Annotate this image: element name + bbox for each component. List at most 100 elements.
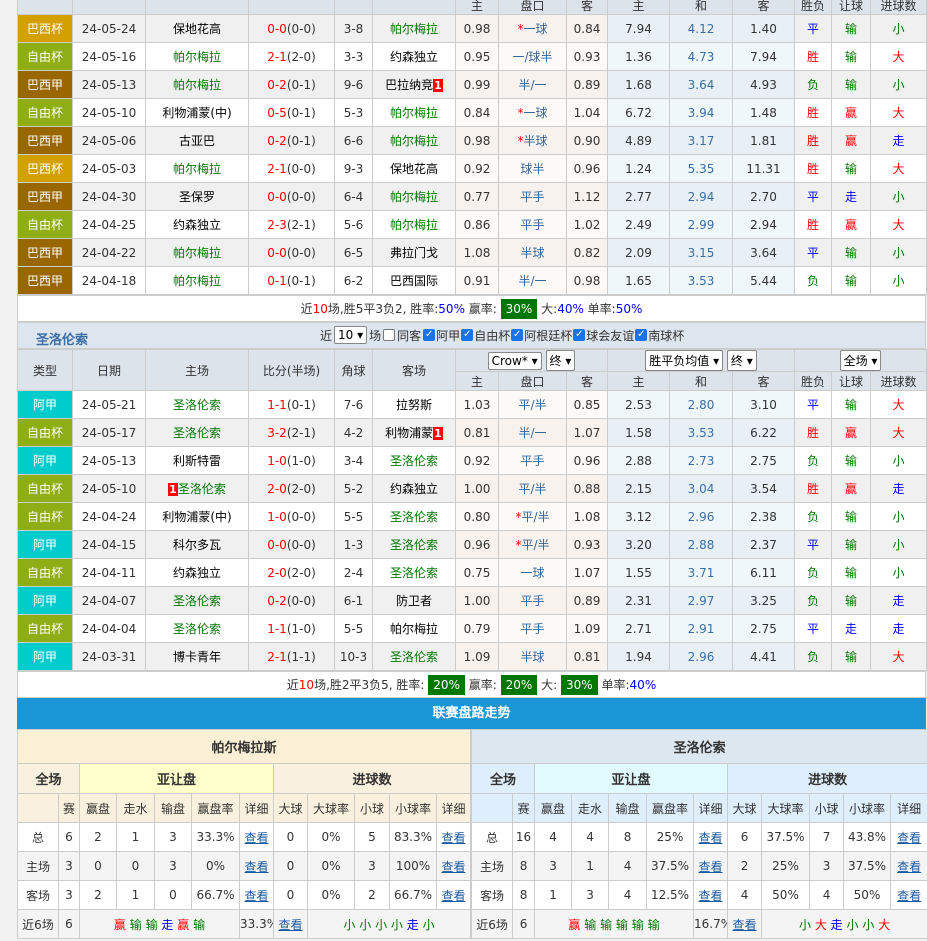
home-team-name[interactable]: 利斯特雷 [172,454,221,468]
league-checkbox[interactable]: ✓ [573,329,586,341]
home-team[interactable]: 帕尔梅拉 [145,238,249,267]
away-team[interactable]: 约森独立 [372,474,456,503]
away-team-name[interactable]: 圣洛伦索 [389,566,438,580]
away-team[interactable]: 帕尔梅拉 [372,126,456,155]
away-team[interactable]: 利物浦蒙1 [372,418,456,447]
home-team[interactable]: 帕尔梅拉 [145,266,249,295]
home-team[interactable]: 圣洛伦索 [145,586,249,615]
view-link[interactable]: 查看 [244,888,269,903]
home-team[interactable]: 圣洛伦索 [145,390,249,419]
league-checkbox[interactable]: ✓ [461,329,474,341]
away-team[interactable]: 帕尔梅拉 [372,614,456,643]
away-team[interactable]: 圣洛伦索 [372,446,456,475]
away-team[interactable]: 帕尔梅拉 [372,14,456,43]
home-team[interactable]: 利斯特雷 [145,446,249,475]
away-team-name[interactable]: 圣洛伦索 [389,454,438,468]
away-team-name[interactable]: 圣洛伦索 [389,538,438,552]
away-team[interactable]: 约森独立 [372,42,456,71]
away-team-name[interactable]: 帕尔梅拉 [389,134,438,148]
away-team[interactable]: 圣洛伦索 [372,502,456,531]
away-team-name[interactable]: 圣洛伦索 [389,650,438,664]
away-team-name[interactable]: 巴西国际 [389,274,438,288]
home-team[interactable]: 帕尔梅拉 [145,154,249,183]
view-link[interactable]: 查看 [441,830,466,845]
away-team[interactable]: 帕尔梅拉 [372,182,456,211]
home-team[interactable]: 博卡青年 [145,642,249,671]
home-team-name[interactable]: 利物浦蒙(中) [162,106,232,120]
view-link[interactable]: 查看 [244,859,269,874]
company-state-select[interactable]: 终 ▾ [545,350,576,371]
home-team[interactable]: 圣洛伦索 [145,418,249,447]
home-team-name[interactable]: 圣洛伦索 [177,482,226,496]
away-team-name[interactable]: 巴拉纳竞 [385,78,434,92]
view-link[interactable]: 查看 [897,888,922,903]
home-team[interactable]: 帕尔梅拉 [145,70,249,99]
home-team-name[interactable]: 博卡青年 [172,650,221,664]
home-team-name[interactable]: 圣洛伦索 [172,594,221,608]
home-team[interactable]: 圣洛伦索 [145,614,249,643]
period-select[interactable]: 全场 ▾ [839,350,882,371]
view-link[interactable]: 查看 [441,888,466,903]
away-team-name[interactable]: 约森独立 [389,50,438,64]
away-team-name[interactable]: 利物浦蒙 [385,426,434,440]
away-team[interactable]: 帕尔梅拉 [372,210,456,239]
home-team-name[interactable]: 利物浦蒙(中) [162,510,232,524]
away-team-name[interactable]: 帕尔梅拉 [389,106,438,120]
home-team[interactable]: 利物浦蒙(中) [145,98,249,127]
away-team[interactable]: 保地花高 [372,154,456,183]
company-select[interactable]: Crow* ▾ [487,352,542,370]
home-team[interactable]: 1圣洛伦索 [145,474,249,503]
home-team-name[interactable]: 圣洛伦索 [172,426,221,440]
away-team-name[interactable]: 帕尔梅拉 [389,190,438,204]
away-team[interactable]: 拉努斯 [372,390,456,419]
home-team[interactable]: 古亚巴 [145,126,249,155]
home-team-name[interactable]: 帕尔梅拉 [172,274,221,288]
away-team[interactable]: 弗拉门戈 [372,238,456,267]
away-team-name[interactable]: 防卫者 [395,594,432,608]
away-team-name[interactable]: 约森独立 [389,482,438,496]
home-team[interactable]: 约森独立 [145,210,249,239]
away-team[interactable]: 巴拉纳竞1 [372,70,456,99]
same-venue-checkbox[interactable] [383,329,396,341]
home-team-name[interactable]: 圣洛伦索 [172,622,221,636]
view-link[interactable]: 查看 [698,830,723,845]
home-team-name[interactable]: 圣保罗 [178,190,215,204]
view-link[interactable]: 查看 [897,830,922,845]
away-team-name[interactable]: 帕尔梅拉 [389,622,438,636]
odds-type-select[interactable]: 胜平负均值 ▾ [645,350,724,371]
away-team[interactable]: 圣洛伦索 [372,530,456,559]
match-count-select[interactable]: 10 ▾ [334,326,368,344]
home-team[interactable]: 圣保罗 [145,182,249,211]
home-team-name[interactable]: 圣洛伦索 [172,398,221,412]
league-checkbox[interactable]: ✓ [423,329,436,341]
home-team-name[interactable]: 约森独立 [172,566,221,580]
away-team-name[interactable]: 拉努斯 [395,398,432,412]
view-link[interactable]: 查看 [278,917,303,932]
view-link[interactable]: 查看 [698,859,723,874]
view-link[interactable]: 查看 [897,859,922,874]
home-team-name[interactable]: 保地花高 [172,22,221,36]
away-team[interactable]: 圣洛伦索 [372,642,456,671]
away-team[interactable]: 帕尔梅拉 [372,98,456,127]
odds-state-select[interactable]: 终 ▾ [726,350,757,371]
home-team[interactable]: 利物浦蒙(中) [145,502,249,531]
home-team-name[interactable]: 科尔多瓦 [172,538,221,552]
view-link[interactable]: 查看 [732,917,757,932]
away-team[interactable]: 圣洛伦索 [372,558,456,587]
home-team-name[interactable]: 帕尔梅拉 [172,162,221,176]
league-checkbox[interactable]: ✓ [511,329,524,341]
away-team-name[interactable]: 弗拉门戈 [389,246,438,260]
home-team[interactable]: 科尔多瓦 [145,530,249,559]
view-link[interactable]: 查看 [244,830,269,845]
home-team-name[interactable]: 古亚巴 [178,134,215,148]
home-team[interactable]: 帕尔梅拉 [145,42,249,71]
away-team-name[interactable]: 帕尔梅拉 [389,22,438,36]
home-team-name[interactable]: 约森独立 [172,218,221,232]
home-team-name[interactable]: 帕尔梅拉 [172,246,221,260]
away-team-name[interactable]: 保地花高 [389,162,438,176]
away-team[interactable]: 防卫者 [372,586,456,615]
view-link[interactable]: 查看 [441,859,466,874]
home-team-name[interactable]: 帕尔梅拉 [172,50,221,64]
away-team[interactable]: 巴西国际 [372,266,456,295]
away-team-name[interactable]: 圣洛伦索 [389,510,438,524]
